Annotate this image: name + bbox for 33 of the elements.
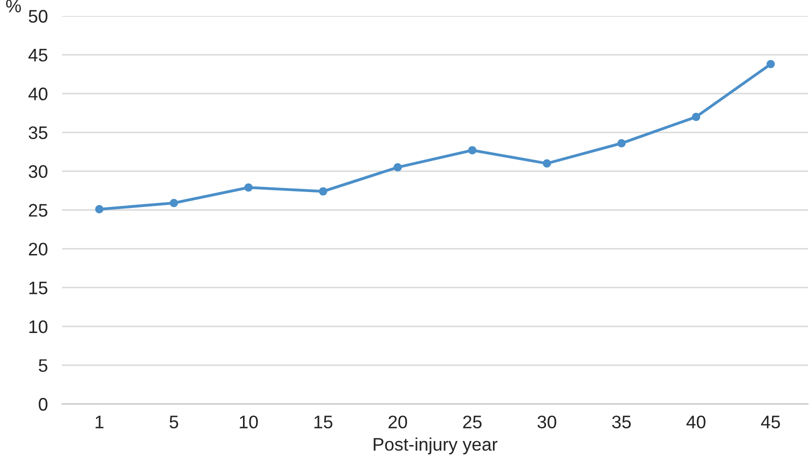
y-tick-label: 10 (29, 320, 48, 334)
x-tick-label: 10 (240, 416, 258, 428)
point (766, 60, 775, 68)
x-tick-label: 15 (314, 416, 332, 428)
point (318, 187, 328, 196)
point (95, 205, 104, 214)
y-tick-label: 15 (29, 282, 48, 294)
y-axis-title: % (6, 0, 21, 12)
point (468, 146, 476, 154)
x-axis-title: Post-injury year (374, 438, 498, 454)
x-tick-label: 30 (538, 416, 556, 428)
y-tick-label: 40 (28, 88, 48, 100)
x-tick-label: 25 (463, 416, 482, 428)
y-tick-label: 50 (28, 10, 48, 23)
y-tick-label: 20 (28, 242, 48, 256)
y-tick-label: 45 (28, 48, 48, 62)
x-tick-label: 35 (612, 416, 631, 428)
point (394, 163, 402, 172)
point (542, 159, 552, 168)
x-tick-label: 40 (686, 416, 706, 428)
point (692, 112, 700, 122)
x-tick-label: 5 (170, 416, 178, 428)
x-tick-label: 1 (96, 416, 104, 428)
y-tick-label: 0 (38, 398, 48, 411)
point (617, 139, 626, 148)
point (170, 198, 178, 208)
point (244, 183, 253, 192)
y-tick-label: 25 (28, 204, 48, 217)
y-tick-label: 5 (38, 359, 48, 372)
y-tick-label: 35 (28, 126, 48, 140)
x-tick-label: 45 (761, 416, 780, 428)
y-tick-label: 30 (28, 165, 48, 178)
x-tick-label: 20 (388, 416, 408, 428)
